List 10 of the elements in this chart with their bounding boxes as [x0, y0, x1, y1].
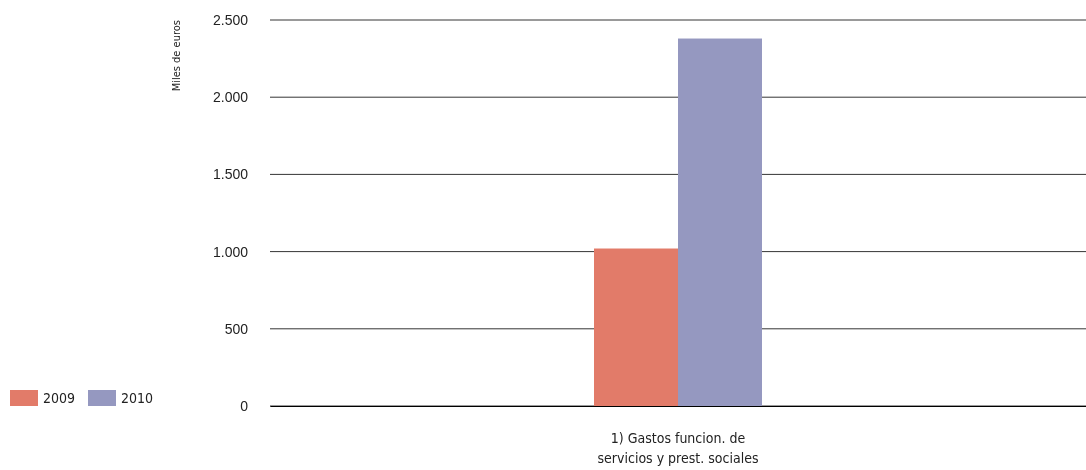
legend-label: 2009 [43, 390, 76, 406]
y-tick-label: 2.500 [212, 11, 249, 28]
y-axis-title: Miles de euros [170, 20, 183, 92]
x-tick-label: 1) Gastos funcion. de servicios y prest. sociales [597, 430, 759, 466]
y-tick-label: 1.500 [212, 166, 249, 183]
y-tick-label: 2.000 [212, 89, 249, 106]
legend-label: 2010 [121, 390, 154, 406]
y-tick-label: 500 [224, 320, 249, 337]
y-tick-label: 0 [240, 397, 249, 414]
y-tick-label: 1.000 [212, 243, 249, 260]
